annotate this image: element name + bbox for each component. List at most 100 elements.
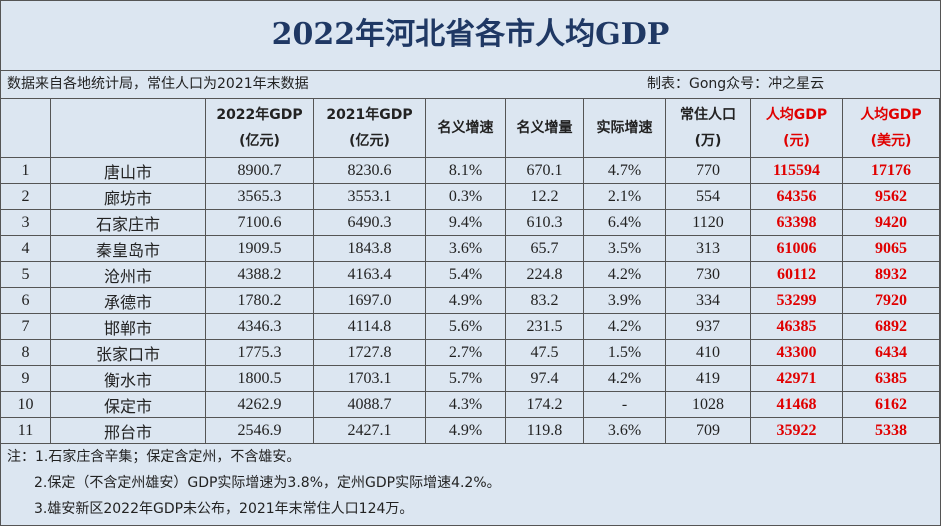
table-cell: 9562 [843, 184, 940, 210]
table-cell: 709 [666, 418, 751, 444]
table-cell: 3553.1 [314, 184, 426, 210]
table-cell: 邯郸市 [51, 314, 206, 340]
header-text: 2021年GDP [326, 107, 413, 123]
table-cell: 670.1 [506, 158, 584, 184]
header-text: 人均GDP [765, 107, 828, 123]
header-text: 常住人口 [680, 107, 736, 123]
table-cell: 3.6% [426, 236, 506, 262]
table-cell: 1.5% [584, 340, 666, 366]
table-cell: 46385 [751, 314, 843, 340]
table-cell: 1727.8 [314, 340, 426, 366]
header-cell [1, 98, 51, 158]
table-cell: 1028 [666, 392, 751, 418]
table-cell: 6434 [843, 340, 940, 366]
table-cell: 2.7% [426, 340, 506, 366]
table-cell: 4.3% [426, 392, 506, 418]
table-cell: 3.9% [584, 288, 666, 314]
table-cell: 5.7% [426, 366, 506, 392]
note: 2.保定（不含定州雄安）GDP实际增速为3.8%，定州GDP实际增速4.2%。 [34, 475, 501, 491]
table-cell: 231.5 [506, 314, 584, 340]
table-cell: 6490.3 [314, 210, 426, 236]
table-cell: 4388.2 [206, 262, 314, 288]
table-cell: 4088.7 [314, 392, 426, 418]
header-text: 名义增速 [437, 120, 494, 136]
table-cell: 17176 [843, 158, 940, 184]
table-cell: 937 [666, 314, 751, 340]
table-cell: 1780.2 [206, 288, 314, 314]
table-cell: 313 [666, 236, 751, 262]
header-text: 人均GDP [860, 107, 922, 123]
header-cell: 2022年GDP (亿元) [206, 98, 314, 158]
header-cell: 实际增速 [584, 98, 666, 158]
table-cell: 5338 [843, 418, 940, 444]
header-text: 2022年GDP [216, 107, 303, 123]
table-cell: 1909.5 [206, 236, 314, 262]
table-cell: 97.4 [506, 366, 584, 392]
table-cell: 4114.8 [314, 314, 426, 340]
header-cell [51, 98, 206, 158]
table-cell: 3 [1, 210, 51, 236]
header-cell: 人均GDP (美元) [843, 98, 940, 158]
table-cell: 12.2 [506, 184, 584, 210]
table-cell: 1800.5 [206, 366, 314, 392]
table-cell: 衡水市 [51, 366, 206, 392]
table-cell: 6 [1, 288, 51, 314]
table-cell: 65.7 [506, 236, 584, 262]
header-cell: 常住人口 (万) [666, 98, 751, 158]
note: 注：1.石家庄含辛集；保定含定州，不含雄安。 [7, 449, 301, 465]
table-cell: 1775.3 [206, 340, 314, 366]
table-cell: 53299 [751, 288, 843, 314]
table-cell: 6.4% [584, 210, 666, 236]
table-cell: 730 [666, 262, 751, 288]
table-cell: 9 [1, 366, 51, 392]
table-cell: 8932 [843, 262, 940, 288]
table-cell: 63398 [751, 210, 843, 236]
table-cell: 11 [1, 418, 51, 444]
table-cell: 秦皇岛市 [51, 236, 206, 262]
table-cell: 9065 [843, 236, 940, 262]
table-cell: 4.2% [584, 262, 666, 288]
table-cell: 41468 [751, 392, 843, 418]
table-cell: 邢台市 [51, 418, 206, 444]
table-cell: 554 [666, 184, 751, 210]
table-cell: 9420 [843, 210, 940, 236]
table-cell: 廊坊市 [51, 184, 206, 210]
table-cell: 4.2% [584, 314, 666, 340]
header-cell: 名义增速 [426, 98, 506, 158]
table-cell: 8.1% [426, 158, 506, 184]
table-cell: 410 [666, 340, 751, 366]
table-cell: - [584, 392, 666, 418]
table-cell: 6385 [843, 366, 940, 392]
table-cell: 4.9% [426, 288, 506, 314]
table-cell: 2546.9 [206, 418, 314, 444]
table-cell: 1697.0 [314, 288, 426, 314]
header-cell: 人均GDP (元) [751, 98, 843, 158]
table-cell: 419 [666, 366, 751, 392]
table-cell: 2 [1, 184, 51, 210]
table-cell: 7920 [843, 288, 940, 314]
table-cell: 3.6% [584, 418, 666, 444]
table-cell: 8 [1, 340, 51, 366]
note: 3.雄安新区2022年GDP未公布，2021年末常住人口124万。 [34, 501, 414, 517]
table-cell: 2427.1 [314, 418, 426, 444]
table-cell: 7 [1, 314, 51, 340]
table-cell: 承德市 [51, 288, 206, 314]
table-cell: 4262.9 [206, 392, 314, 418]
table-cell: 1 [1, 158, 51, 184]
table-cell: 83.2 [506, 288, 584, 314]
table-cell: 1120 [666, 210, 751, 236]
table-cell: 5.4% [426, 262, 506, 288]
table-cell: 4.7% [584, 158, 666, 184]
table-cell: 4346.3 [206, 314, 314, 340]
table-cell: 610.3 [506, 210, 584, 236]
table-cell: 石家庄市 [51, 210, 206, 236]
table-cell: 115594 [751, 158, 843, 184]
table-cell: 47.5 [506, 340, 584, 366]
table-cell: 9.4% [426, 210, 506, 236]
header-text: (万) [694, 133, 722, 149]
table-cell: 64356 [751, 184, 843, 210]
header-cell: 2021年GDP (亿元) [314, 98, 426, 158]
table-cell: 7100.6 [206, 210, 314, 236]
header-text: 名义增量 [516, 120, 573, 136]
